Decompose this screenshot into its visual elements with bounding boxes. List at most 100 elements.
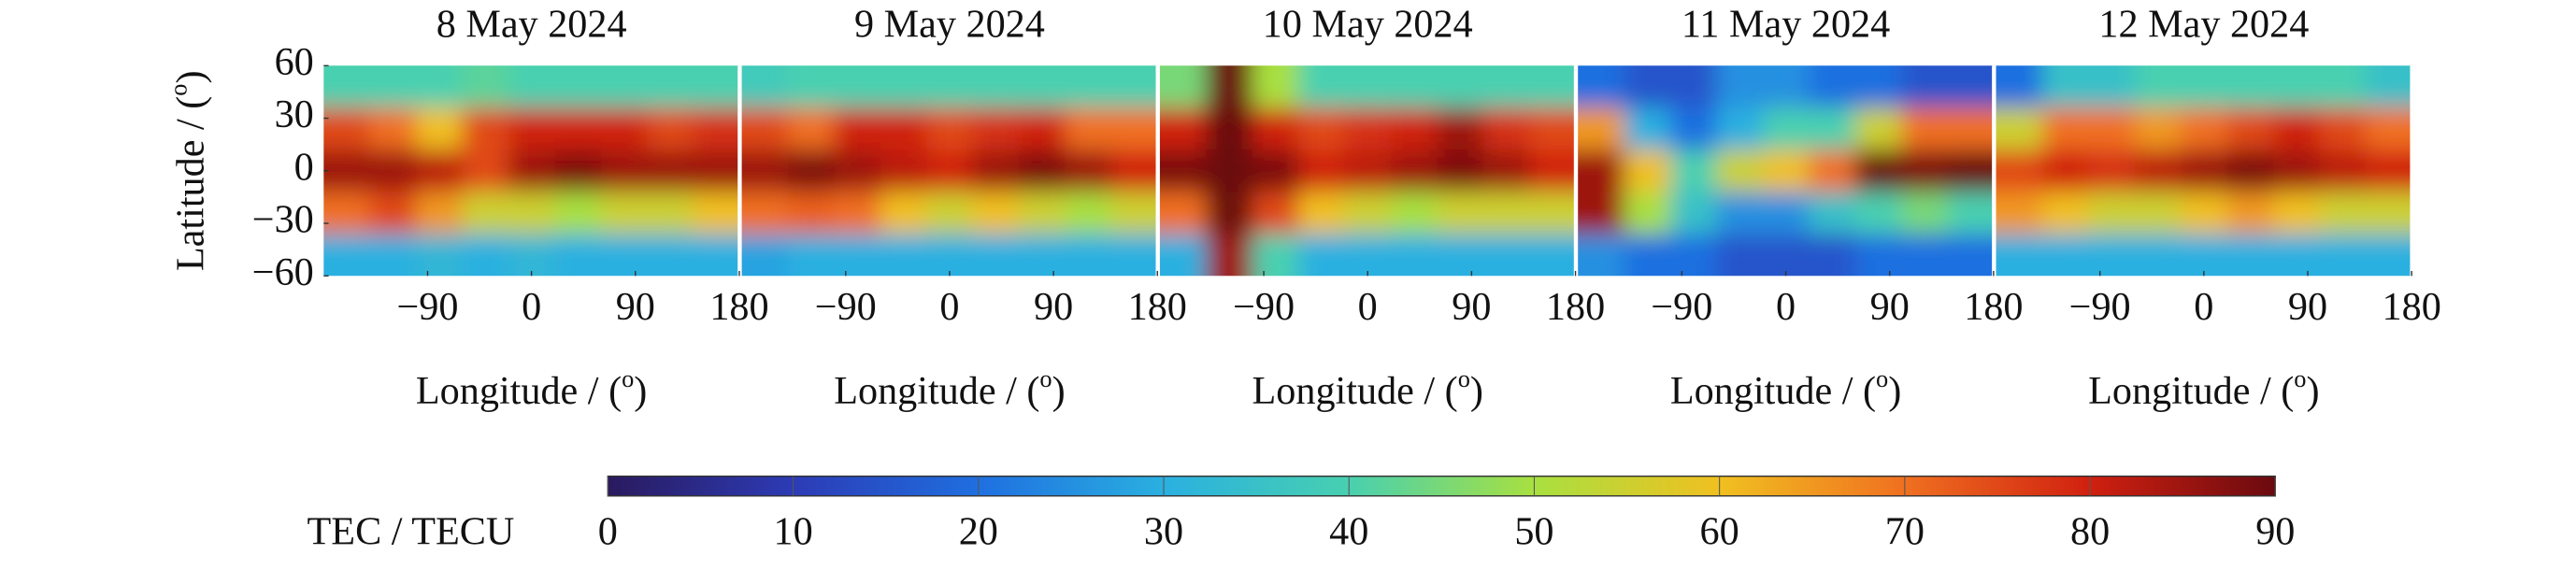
heatmap-cell xyxy=(369,234,417,277)
heatmap-cell xyxy=(2272,107,2321,151)
heatmap-cell xyxy=(1065,65,1112,109)
heatmap-cell xyxy=(1206,234,1253,277)
heatmap-cell xyxy=(647,234,694,277)
heatmap-cell xyxy=(788,149,836,193)
heatmap-cell xyxy=(1947,234,1994,277)
heatmap xyxy=(1159,65,1576,277)
x-tick-label: 90 xyxy=(1452,285,1491,329)
heatmap-cell xyxy=(1159,149,1208,193)
heatmap-cell xyxy=(1670,234,1718,277)
heatmap-cell xyxy=(416,65,464,109)
heatmap-cell xyxy=(2088,234,2136,277)
heatmap-cell xyxy=(2319,234,2367,277)
heatmap-cell xyxy=(508,192,556,235)
heatmap-cell xyxy=(2226,234,2274,277)
colorbar-tick-label: 50 xyxy=(1514,510,1553,554)
heatmap-cell xyxy=(834,234,881,277)
x-tick-label: 90 xyxy=(1870,285,1910,329)
heatmap-cell xyxy=(1809,149,1856,193)
heatmap-cell xyxy=(1344,192,1392,235)
axis-label: Latitude / (o) xyxy=(165,70,212,271)
heatmap-cell xyxy=(2041,192,2090,235)
x-tick-label: −90 xyxy=(1651,285,1712,329)
label-part: Longitude / ( xyxy=(2088,369,2294,413)
heatmap-cell xyxy=(1809,65,1856,109)
heatmap-cell xyxy=(1529,107,1576,151)
heatmap-cell xyxy=(1390,107,1438,151)
heatmap-cell xyxy=(600,107,649,151)
heatmap-cell xyxy=(600,65,649,109)
heatmap-cell xyxy=(508,234,556,277)
heatmap-cell xyxy=(834,149,881,193)
heatmap-cell xyxy=(2365,234,2412,277)
heatmap-cell xyxy=(1670,107,1718,151)
heatmap-cell xyxy=(1110,149,1158,193)
heatmap-cell xyxy=(647,149,694,193)
heatmap-cell xyxy=(2134,65,2182,109)
heatmap-cell xyxy=(416,234,464,277)
label-part: o xyxy=(1039,364,1052,391)
label-part: o xyxy=(622,364,634,391)
heatmap-cell xyxy=(1670,65,1718,109)
heatmap-cell xyxy=(1159,65,1208,109)
heatmap-cell xyxy=(741,149,789,193)
label-part: o xyxy=(1458,364,1470,391)
x-tick-label: 0 xyxy=(1358,285,1378,329)
heatmap-cell xyxy=(880,149,928,193)
x-tick-label: 180 xyxy=(709,285,768,329)
heatmap-cell xyxy=(972,107,1020,151)
heatmap-cell xyxy=(2088,192,2136,235)
heatmap-cell xyxy=(2226,107,2274,151)
heatmap-cell xyxy=(369,192,417,235)
x-tick-label: 180 xyxy=(2383,285,2441,329)
heatmap-cell xyxy=(880,107,928,151)
heatmap-cell xyxy=(1529,192,1576,235)
colorbar-tick-label: 40 xyxy=(1329,510,1368,554)
heatmap-cell xyxy=(1762,107,1810,151)
heatmap-cell xyxy=(1854,149,1902,193)
heatmap-cells xyxy=(323,65,739,277)
x-tick-label: 180 xyxy=(1546,285,1605,329)
panel-title: 10 May 2024 xyxy=(1263,3,1473,47)
heatmap-cell xyxy=(462,149,509,193)
heatmap-cell xyxy=(1762,149,1810,193)
x-tick-label: 180 xyxy=(1964,285,2023,329)
heatmap-cell xyxy=(2041,234,2090,277)
heatmap-cell xyxy=(2319,107,2367,151)
label-part: Longitude / ( xyxy=(1670,369,1876,413)
heatmap-cells xyxy=(741,65,1158,277)
x-tick-label: 180 xyxy=(1128,285,1187,329)
heatmap-cell xyxy=(1578,65,1625,109)
heatmap-cell xyxy=(2319,65,2367,109)
heatmap-cell xyxy=(462,234,509,277)
heatmap-cell xyxy=(2365,65,2412,109)
heatmap-cell xyxy=(1762,65,1810,109)
heatmap-cell xyxy=(1809,234,1856,277)
heatmap-cell xyxy=(693,192,739,235)
heatmap-cell xyxy=(834,65,881,109)
axis-label: Longitude / (o) xyxy=(416,364,647,412)
heatmap-cell xyxy=(2041,65,2090,109)
heatmap-cell xyxy=(926,149,974,193)
heatmap-cell xyxy=(1298,107,1346,151)
colorbar-tick-label: 10 xyxy=(773,510,812,554)
x-tick-label: −90 xyxy=(396,285,458,329)
heatmap xyxy=(741,65,1158,277)
panel-title: 12 May 2024 xyxy=(2098,3,2309,47)
heatmap-cell xyxy=(972,65,1020,109)
heatmap-cell xyxy=(1019,107,1066,151)
heatmap-cell xyxy=(2226,149,2274,193)
heatmap-cell xyxy=(1624,65,1671,109)
heatmap-cell xyxy=(323,192,371,235)
heatmap-cell xyxy=(1996,107,2043,151)
x-tick-label: −90 xyxy=(815,285,877,329)
heatmap-cell xyxy=(323,149,371,193)
heatmap-cell xyxy=(323,234,371,277)
heatmap-cell xyxy=(1901,107,1949,151)
heatmap-cell xyxy=(1947,149,1994,193)
heatmap-cell xyxy=(741,234,789,277)
heatmap-cell xyxy=(554,192,602,235)
heatmap-cell xyxy=(1716,65,1764,109)
heatmap-cell xyxy=(1854,234,1902,277)
heatmap-cell xyxy=(508,107,556,151)
